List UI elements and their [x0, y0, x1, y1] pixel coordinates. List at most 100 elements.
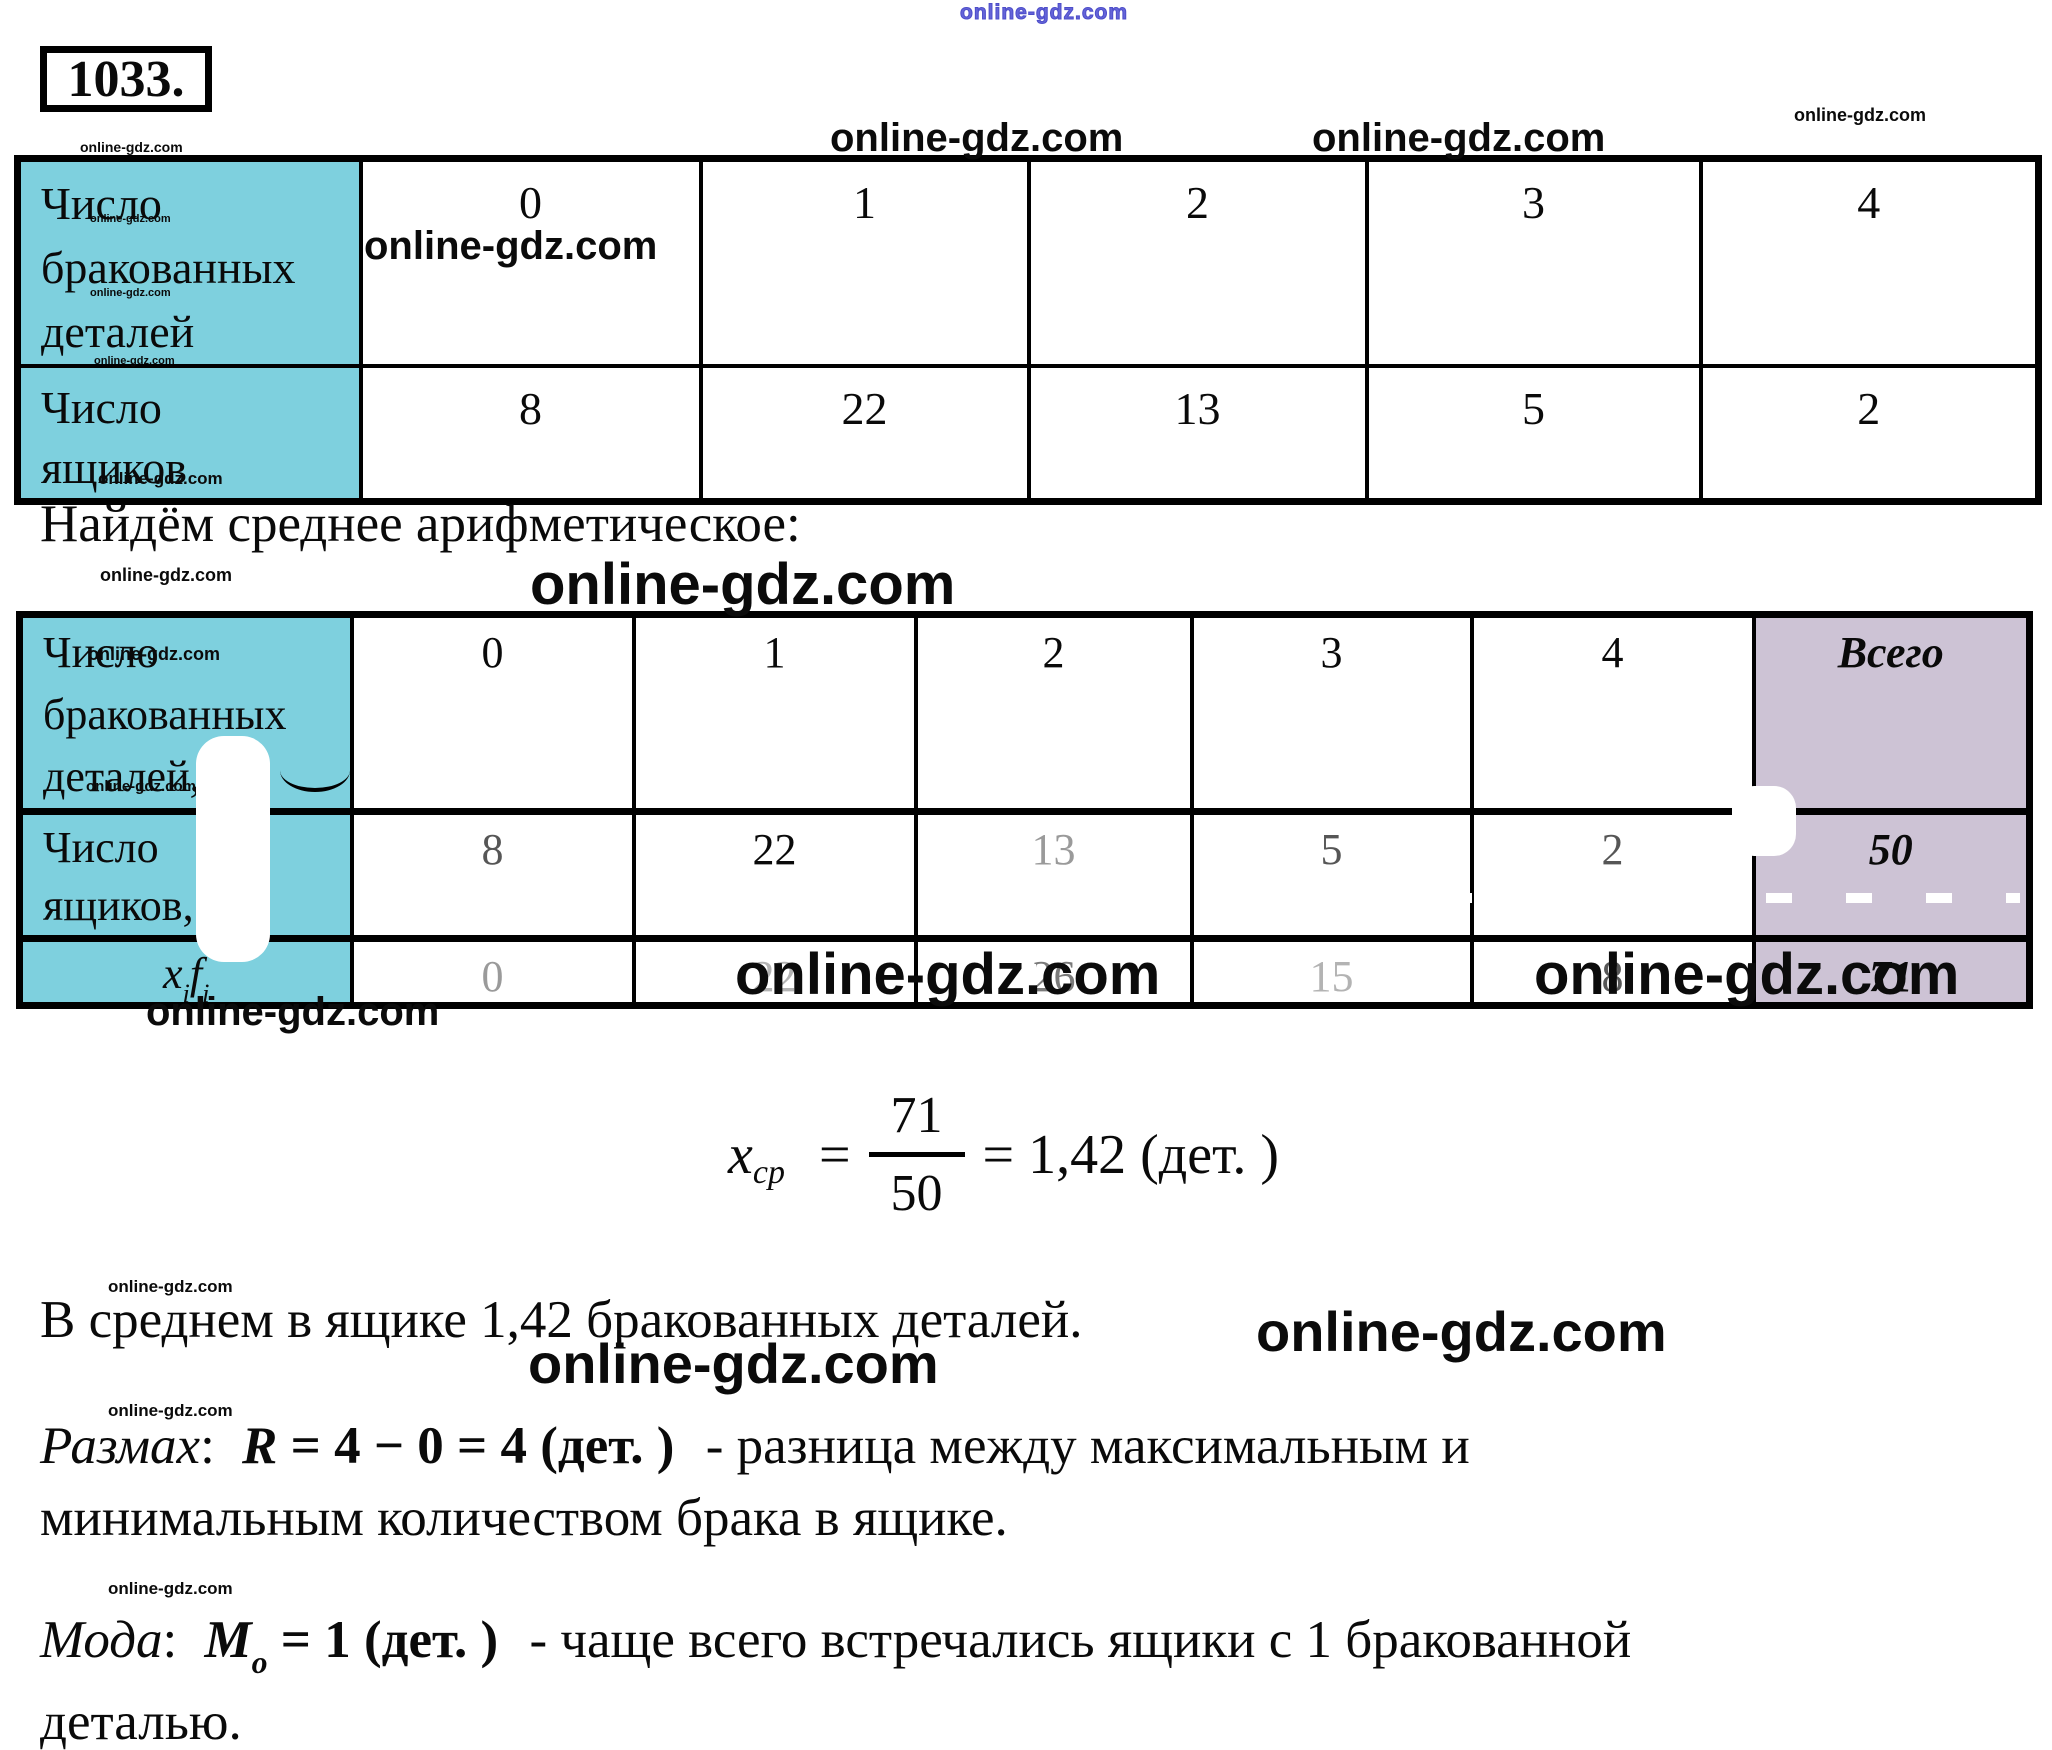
watermark: online-gdz.com	[735, 942, 1161, 1007]
table2-f-value: 8	[349, 809, 636, 942]
mode-math: = 1 (дет. )	[280, 1611, 499, 1669]
formula-subscript: ср	[752, 1153, 785, 1191]
mode-description-2: деталью.	[40, 1693, 242, 1750]
table2-header-fi: Число ящиков, fi	[17, 809, 354, 942]
table1-x-value: 2	[1026, 156, 1369, 368]
table1-x-value: 3	[1364, 156, 1703, 368]
dashed-line-artifact	[352, 893, 2020, 903]
watermark: online-gdz.com	[830, 116, 1124, 160]
header-line: Число	[43, 823, 159, 872]
watermark: online-gdz.com	[88, 644, 220, 664]
watermark: online-gdz.com	[108, 1277, 233, 1296]
watermark: online-gdz.com	[1256, 1300, 1667, 1363]
table2-x-value: 0	[349, 612, 636, 815]
watermark: online-gdz.com	[80, 139, 183, 155]
range-term: Размах	[40, 1417, 201, 1475]
table2-xf-value: 8	[1469, 936, 1756, 1008]
table2-x-value: 1	[631, 612, 918, 815]
table-mean-calculation: Число бракованных деталей, xi 0 1 2 3 4 …	[16, 611, 2033, 1009]
table2-f-value: 13	[913, 809, 1194, 942]
table2-f-value: 5	[1189, 809, 1474, 942]
table1-header-defective-count: Число бракованных деталей	[15, 156, 363, 368]
x-symbol: x	[163, 949, 183, 998]
watermark: online-gdz.com	[1794, 105, 1926, 125]
header-line: Число	[41, 382, 162, 433]
table2-xf-value: 26	[913, 936, 1194, 1008]
table1-header-box-count: Число ящиков	[15, 364, 363, 504]
range-variable: R	[242, 1417, 278, 1475]
watermark: online-gdz.com	[108, 1401, 233, 1420]
table2-total-header: Всего	[1751, 612, 2032, 815]
table1-f-value: 8	[358, 364, 703, 504]
watermark: online-gdz.com	[90, 213, 171, 225]
formula-variable: x	[728, 1123, 753, 1186]
table-defective-parts: Число бракованных деталей 0 1 2 3 4 Числ…	[14, 155, 2042, 505]
table1-f-value: 5	[1364, 364, 1703, 504]
formula-result: = 1,42 (дет. )	[982, 1123, 1280, 1186]
header-line: бракованных	[43, 690, 287, 739]
fraction-denominator: 50	[890, 1165, 943, 1222]
mean-formula: x ср = 71 50 = 1,42 (дет. )	[728, 1086, 1279, 1223]
problem-number: 1033.	[67, 50, 185, 108]
table2-xf-value: 15	[1189, 936, 1474, 1008]
header-line: Число	[41, 178, 162, 229]
fraction-numerator: 71	[890, 1087, 943, 1144]
header-line: бракованных	[41, 242, 296, 293]
watermark: online-gdz.com	[108, 1579, 233, 1598]
table2-x-value: 2	[913, 612, 1194, 815]
mode-term: Мода	[40, 1611, 163, 1669]
range-description-2: минимальным количеством брака в ящике.	[40, 1489, 1008, 1547]
header-prefix: деталей,	[43, 752, 201, 801]
table2-f-value: 22	[631, 809, 918, 942]
watermark: online-gdz.com	[86, 778, 196, 795]
range-math: = 4 − 0 = 4 (дет. )	[290, 1417, 675, 1475]
colon: :	[200, 1417, 215, 1475]
whiteout-blob	[196, 736, 270, 962]
table2-f-value: 2	[1469, 809, 1756, 942]
header-prefix: ящиков,	[43, 881, 194, 930]
range-line: Размах: R = 4 − 0 = 4 (дет. ) - разница …	[40, 1416, 1470, 1476]
whiteout-gap	[988, 964, 1036, 976]
table2-xf-value: 22	[631, 936, 918, 1008]
i-subscript: i	[202, 977, 210, 1008]
watermark: online-gdz.com	[90, 287, 171, 299]
watermark: online-gdz.com	[528, 1332, 939, 1395]
f-symbol: f	[189, 949, 203, 998]
table1-f-value: 22	[698, 364, 1031, 504]
table1-f-value: 2	[1698, 364, 2041, 504]
table2-header-xifi: xifi	[17, 936, 354, 1008]
watermark: online-gdz.com	[364, 224, 658, 268]
table2-xf-value: 0	[349, 936, 636, 1008]
watermark: online-gdz.com	[1534, 942, 1960, 1007]
problem-number-box: 1033.	[40, 46, 212, 112]
watermark: online-gdz.com	[1312, 116, 1606, 160]
header-line: ящиков	[41, 442, 187, 493]
table2-x-value: 4	[1469, 612, 1756, 815]
mode-subscript: о	[251, 1645, 268, 1681]
header-line: деталей	[41, 306, 195, 357]
table2-x-value: 3	[1189, 612, 1474, 815]
watermark-top-blue: online-gdz.com	[960, 1, 1128, 24]
whiteout-blob	[1732, 786, 1796, 856]
header-line: Число	[43, 628, 159, 677]
equals-sign: =	[818, 1123, 851, 1186]
watermark: online-gdz.com	[94, 355, 175, 367]
watermark: online-gdz.com	[98, 469, 223, 488]
watermark: online-gdz.com	[100, 565, 232, 585]
fraction: 71 50	[868, 1086, 965, 1223]
i-subscript: i	[182, 977, 190, 1008]
table2-xf-total: 71	[1751, 936, 2032, 1008]
mode-description: - чаще всего встречались ящики с 1 брако…	[529, 1611, 1632, 1669]
range-description: - разница между максимальным и	[705, 1417, 1470, 1475]
pen-stroke-artifact	[280, 766, 350, 792]
mode-line: Мода: Mо = 1 (дет. ) - чаще всего встреч…	[40, 1610, 1632, 1679]
table2-f-total: 50	[1751, 809, 2032, 942]
colon: :	[162, 1611, 178, 1669]
table1-f-value: 13	[1026, 364, 1369, 504]
table1-x-value: 1	[698, 156, 1031, 368]
mean-conclusion: В среднем в ящике 1,42 бракованных детал…	[40, 1291, 1083, 1349]
watermark: online-gdz.com	[530, 552, 956, 617]
mean-section-heading: Найдём среднее арифметическое:	[40, 495, 801, 553]
table1-x-value: 4	[1698, 156, 2041, 368]
